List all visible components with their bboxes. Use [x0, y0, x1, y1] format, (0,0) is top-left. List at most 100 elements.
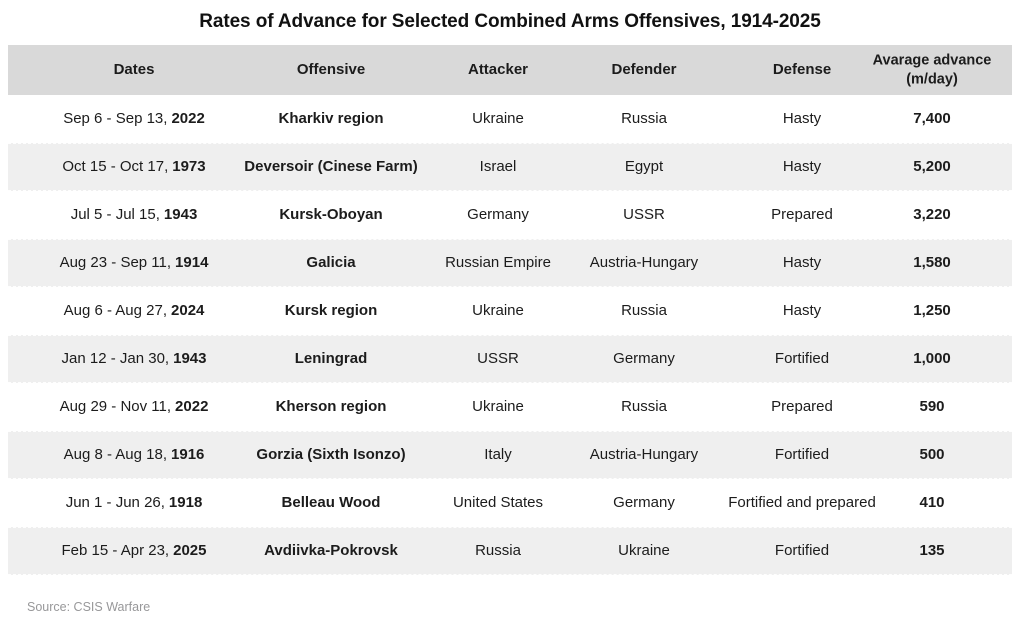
table-row: Aug 23 - Sep 11, 1914 Galicia Russian Emp…	[8, 239, 1012, 287]
table-row: Jan 12 - Jan 30, 1943 Leningrad USSR Germ…	[8, 335, 1012, 383]
source-note: Source: CSIS Warfare	[27, 600, 151, 614]
date-year: 2022	[175, 398, 209, 415]
table-header-row: Dates Offensive Attacker Defender Defens…	[8, 45, 1012, 95]
date-year: 2024	[171, 302, 205, 319]
dates-cell: Jan 12 - Jan 30, 1943	[62, 350, 207, 368]
table-row: Sep 6 - Sep 13, 2022 Kharkiv region Ukrai…	[8, 95, 1012, 143]
defense-cell: Fortified	[774, 446, 830, 463]
date-range: Feb 15 - Apr 23,	[61, 542, 170, 559]
offensive-cell: Kherson region	[275, 398, 387, 415]
advance-cell: 1,000	[913, 350, 951, 367]
advance-cell: 135	[919, 542, 945, 559]
date-year: 2025	[173, 542, 207, 559]
defender-cell: Germany	[613, 494, 675, 511]
date-year: 1914	[175, 254, 209, 271]
defender-cell: Egypt	[624, 158, 664, 175]
col-header-average-advance: Avarage advance (m/day)	[872, 52, 992, 87]
advance-cell: 500	[919, 446, 945, 463]
attacker-cell: Italy	[484, 446, 512, 463]
table-row: Oct 15 - Oct 17, 1973 Deversoir (Cinese F…	[8, 143, 1012, 191]
defender-cell: Russia	[621, 302, 667, 319]
attacker-cell: USSR	[477, 350, 519, 367]
defender-cell: Austria-Hungary	[589, 254, 699, 271]
defense-cell: Hasty	[782, 302, 822, 319]
date-year: 1943	[163, 206, 198, 223]
defense-cell: Hasty	[782, 158, 822, 175]
col-header-defender: Defender	[611, 61, 677, 78]
date-range: Aug 8 - Aug 18,	[63, 446, 168, 463]
table-body: Sep 6 - Sep 13, 2022 Kharkiv region Ukrai…	[8, 95, 1012, 575]
offensive-cell: Avdiivka-Pokrovsk	[264, 542, 398, 559]
offensive-cell: Galicia	[306, 254, 356, 271]
table-row: Aug 29 - Nov 11, 2022 Kherson region Ukra…	[8, 383, 1012, 431]
defender-cell: Ukraine	[618, 542, 670, 559]
defense-cell: Fortified	[774, 350, 830, 367]
dates-cell: Sep 6 - Sep 13, 2022	[63, 110, 205, 128]
col-header-attacker: Attacker	[467, 61, 529, 78]
defender-cell: Russia	[621, 110, 667, 127]
attacker-cell: United States	[452, 494, 544, 511]
advance-cell: 7,400	[913, 110, 951, 127]
attacker-cell: Israel	[479, 158, 517, 175]
date-year: 2022	[171, 110, 205, 127]
date-range: Aug 29 - Nov 11,	[59, 398, 172, 415]
defense-cell: Prepared	[771, 206, 833, 223]
attacker-cell: Russian Empire	[445, 254, 551, 271]
offensive-cell: Gorzia (Sixth Isonzo)	[256, 446, 406, 463]
dates-cell: Aug 8 - Aug 18, 1916	[64, 446, 205, 464]
dates-cell: Jul 5 - Jul 15, 1943	[71, 206, 198, 224]
date-range: Aug 6 - Aug 27,	[63, 302, 168, 319]
date-year: 1916	[171, 446, 205, 463]
advance-cell: 3,220	[913, 206, 951, 223]
chart-title: Rates of Advance for Selected Combined A…	[199, 11, 821, 32]
defense-cell: Fortified	[774, 542, 830, 559]
defender-cell: Russia	[621, 398, 667, 415]
defense-cell: Hasty	[782, 254, 822, 271]
dates-cell: Feb 15 - Apr 23, 2025	[62, 542, 207, 560]
attacker-cell: Ukraine	[472, 110, 524, 127]
advance-cell: 1,250	[913, 302, 951, 319]
date-range: Jan 12 - Jan 30,	[61, 350, 170, 367]
date-year: 1943	[173, 350, 207, 367]
table-row: Feb 15 - Apr 23, 2025 Avdiivka-Pokrovsk R…	[8, 527, 1012, 575]
date-range: Sep 6 - Sep 13,	[63, 110, 168, 127]
advance-cell: 5,200	[913, 158, 951, 175]
table-row: Jul 5 - Jul 15, 1943 Kursk-Oboyan Germany…	[8, 191, 1012, 239]
table-row: Jun 1 - Jun 26, 1918 Belleau Wood United …	[8, 479, 1012, 527]
offensive-cell: Leningrad	[294, 350, 368, 367]
defense-cell: Hasty	[782, 110, 822, 127]
col-header-dates: Dates	[113, 61, 155, 78]
col-header-defense: Defense	[772, 61, 832, 78]
dates-cell: Aug 6 - Aug 27, 2024	[64, 302, 205, 320]
advance-cell: 1,580	[913, 254, 951, 271]
advance-cell: 410	[919, 494, 945, 511]
defender-cell: Austria-Hungary	[589, 446, 699, 463]
offensive-cell: Kursk region	[284, 302, 378, 319]
defender-cell: USSR	[623, 206, 665, 223]
offensive-cell: Kursk-Oboyan	[279, 206, 383, 223]
defense-cell: Fortified and prepared	[728, 494, 876, 511]
attacker-cell: Russia	[475, 542, 521, 559]
defense-cell: Prepared	[771, 398, 833, 415]
date-range: Jun 1 - Jun 26,	[65, 494, 165, 511]
date-range: Aug 23 - Sep 11,	[59, 254, 172, 271]
date-range: Jul 5 - Jul 15,	[70, 206, 160, 223]
attacker-cell: Germany	[467, 206, 529, 223]
table-row: Aug 8 - Aug 18, 1916 Gorzia (Sixth Isonzo…	[8, 431, 1012, 479]
offensive-cell: Deversoir (Cinese Farm)	[244, 158, 418, 175]
attacker-cell: Ukraine	[472, 398, 524, 415]
dates-cell: Aug 23 - Sep 11, 1914	[60, 254, 209, 272]
attacker-cell: Ukraine	[472, 302, 524, 319]
table-row: Aug 6 - Aug 27, 2024 Kursk region Ukraine…	[8, 287, 1012, 335]
dates-cell: Jun 1 - Jun 26, 1918	[66, 494, 203, 512]
offensive-cell: Belleau Wood	[281, 494, 381, 511]
date-range: Oct 15 - Oct 17,	[62, 158, 169, 175]
defender-cell: Germany	[613, 350, 675, 367]
advance-cell: 590	[919, 398, 945, 415]
col-header-offensive: Offensive	[296, 61, 366, 78]
date-year: 1973	[172, 158, 206, 175]
dates-cell: Oct 15 - Oct 17, 1973	[62, 158, 205, 176]
advance-rates-table: Dates Offensive Attacker Defender Defens…	[8, 45, 1012, 575]
dates-cell: Aug 29 - Nov 11, 2022	[60, 398, 209, 416]
